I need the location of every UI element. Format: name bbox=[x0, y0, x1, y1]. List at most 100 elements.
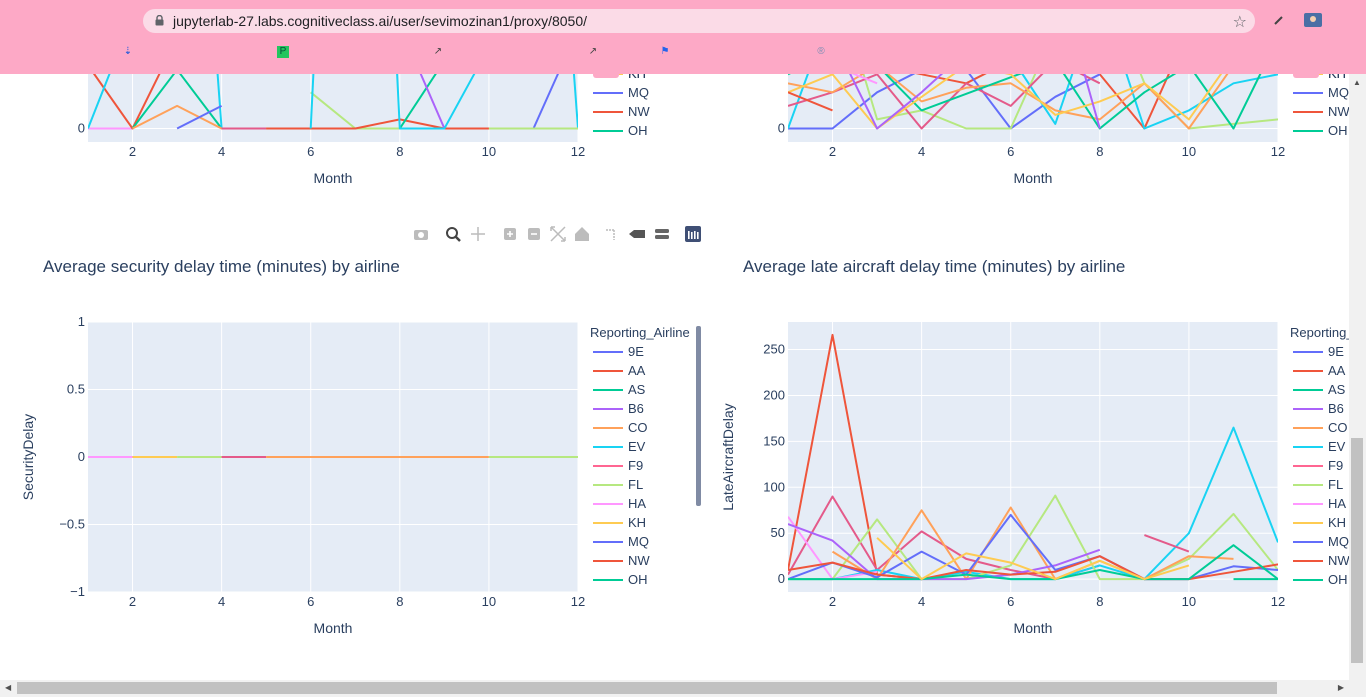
x-tick-label: 6 bbox=[307, 144, 314, 159]
extension-pen-icon[interactable] bbox=[1272, 13, 1286, 27]
legend-item-nw[interactable]: NW bbox=[593, 104, 650, 119]
bookmark-download-icon[interactable]: ⇣ bbox=[123, 46, 133, 57]
legend-item-nw[interactable]: NW bbox=[1293, 104, 1350, 119]
pan-icon[interactable] bbox=[471, 227, 485, 241]
legend-item-mq[interactable]: MQ bbox=[1293, 534, 1349, 549]
legend-item-9e[interactable]: 9E bbox=[1293, 344, 1344, 359]
plot-area[interactable] bbox=[788, 322, 1278, 592]
series-line-F9[interactable] bbox=[1144, 534, 1190, 553]
legend-item-oh[interactable]: OH bbox=[593, 123, 648, 138]
y-tick-label: −1 bbox=[70, 584, 85, 599]
x-axis-label: Month bbox=[1014, 170, 1053, 186]
zoom-out-icon[interactable] bbox=[528, 228, 540, 240]
legend-item-nw[interactable]: NW bbox=[1293, 553, 1350, 568]
legend-item-oh[interactable]: OH bbox=[593, 572, 648, 587]
hover-closest-icon[interactable] bbox=[629, 230, 645, 238]
legend-item-f9[interactable]: F9 bbox=[593, 458, 643, 473]
legend-item-b6[interactable]: B6 bbox=[1293, 401, 1344, 416]
bookmark-r-icon[interactable]: ® bbox=[817, 46, 825, 57]
series-line-KH[interactable] bbox=[876, 537, 1190, 581]
x-axis-label: Month bbox=[314, 620, 353, 636]
legend-item-ha[interactable]: HA bbox=[1293, 496, 1346, 511]
legend-item-kh[interactable]: KH bbox=[1293, 515, 1346, 530]
y-tick-label: 150 bbox=[763, 433, 785, 448]
chart-bottom-right: 2 4 6 8 10 12 0 50 100 150 200 250 Month LateAircraft… bbox=[720, 257, 1354, 636]
legend-label: NW bbox=[628, 104, 650, 119]
vertical-scrollbar[interactable]: ▲ bbox=[1349, 74, 1366, 680]
bookmark-star-icon[interactable]: ☆ bbox=[1232, 14, 1247, 31]
plotly-logo-icon[interactable] bbox=[685, 226, 701, 242]
legend-item-ev[interactable]: EV bbox=[593, 439, 646, 454]
legend-item-aa[interactable]: AA bbox=[593, 363, 646, 378]
legend-item-as[interactable]: AS bbox=[1293, 382, 1346, 397]
legend-item-co[interactable]: CO bbox=[1293, 420, 1348, 435]
series-line-B6[interactable] bbox=[788, 523, 1101, 581]
legend-item-b6[interactable]: B6 bbox=[593, 401, 644, 416]
spike-lines-icon[interactable] bbox=[606, 229, 615, 240]
legend-item-ev[interactable]: EV bbox=[1293, 439, 1346, 454]
legend-item-aa[interactable]: AA bbox=[1293, 363, 1346, 378]
series-line-AA[interactable] bbox=[788, 91, 833, 112]
legend-label: CO bbox=[628, 420, 648, 435]
legend-label: NW bbox=[1328, 553, 1350, 568]
legend-item-mq[interactable]: MQ bbox=[593, 534, 649, 549]
address-bar[interactable]: jupyterlab-27.labs.cognitiveclass.ai/use… bbox=[143, 9, 1255, 33]
chart-bottom-left: 2 4 6 8 10 12 −1 −0.5 0 0.5 1 Month SecurityDelay Ave… bbox=[20, 257, 690, 636]
scroll-left-icon[interactable]: ◀ bbox=[5, 683, 12, 692]
x-tick-label: 10 bbox=[482, 594, 496, 609]
x-tick-label: 6 bbox=[307, 594, 314, 609]
series-line-FL[interactable] bbox=[788, 0, 1278, 130]
legend[interactable]: Reporting_Airline 9E AA AS B6 CO EV F9 FL HA KH MQ N… bbox=[590, 325, 690, 587]
legend-item-co[interactable]: CO bbox=[593, 420, 648, 435]
legend-item-fl[interactable]: FL bbox=[1293, 477, 1343, 492]
camera-icon[interactable] bbox=[414, 230, 428, 240]
series-line-KH[interactable] bbox=[788, 55, 1235, 130]
legend-label: B6 bbox=[628, 401, 644, 416]
zoom-icon[interactable] bbox=[446, 227, 461, 242]
scroll-up-icon[interactable]: ▲ bbox=[1353, 78, 1361, 87]
legend-item-f9[interactable]: F9 bbox=[1293, 458, 1343, 473]
legend-item-oh[interactable]: OH bbox=[1293, 572, 1348, 587]
series-line-OH[interactable] bbox=[788, 544, 1278, 581]
legend-item-mq[interactable]: MQ bbox=[593, 85, 649, 100]
series-line-NW[interactable] bbox=[788, 555, 1278, 581]
legend-label: OH bbox=[628, 572, 648, 587]
legend[interactable]: Reporting_ 9E AA AS B6 CO EV F9 FL HA KH MQ NW OH bbox=[1290, 325, 1354, 587]
hover-compare-icon[interactable] bbox=[655, 229, 669, 239]
legend-item-9e[interactable]: 9E bbox=[593, 344, 644, 359]
y-tick-label: 0 bbox=[778, 571, 785, 586]
bookmark-link-icon[interactable]: ↗ bbox=[588, 46, 598, 57]
x-tick-label: 8 bbox=[1096, 594, 1103, 609]
bookmark-pycharm-icon[interactable]: P bbox=[277, 46, 289, 58]
legend-item-kh[interactable]: KH bbox=[593, 515, 646, 530]
legend-label: OH bbox=[1328, 572, 1348, 587]
profile-avatar-icon[interactable] bbox=[1304, 13, 1322, 27]
scroll-right-icon[interactable]: ▶ bbox=[1337, 683, 1344, 692]
vertical-scroll-thumb[interactable] bbox=[1351, 438, 1363, 663]
legend-item-nw[interactable]: NW bbox=[593, 553, 650, 568]
legend-item-ha[interactable]: HA bbox=[593, 496, 646, 511]
legend-item-mq[interactable]: MQ bbox=[1293, 85, 1349, 100]
horizontal-scrollbar[interactable]: ◀ ▶ bbox=[0, 680, 1366, 697]
series-line-CO[interactable] bbox=[788, 64, 1235, 130]
legend-scrollbar[interactable] bbox=[696, 326, 701, 506]
zoom-in-icon[interactable] bbox=[504, 228, 516, 240]
x-tick-label: 8 bbox=[396, 594, 403, 609]
legend-label: KH bbox=[1328, 515, 1346, 530]
series-line-MQ[interactable] bbox=[176, 105, 223, 130]
bookmark-link-icon[interactable]: ↗ bbox=[433, 46, 443, 57]
legend-label: FL bbox=[628, 477, 643, 492]
legend-label: AA bbox=[628, 363, 646, 378]
bookmark-flag-icon[interactable]: ⚑ bbox=[660, 46, 670, 57]
horizontal-scroll-thumb[interactable] bbox=[17, 682, 1277, 694]
autoscale-icon[interactable] bbox=[550, 226, 566, 242]
legend-item-as[interactable]: AS bbox=[593, 382, 646, 397]
plot-modebar[interactable] bbox=[414, 226, 701, 242]
series-line-FL[interactable] bbox=[788, 494, 1278, 581]
legend-item-fl[interactable]: FL bbox=[593, 477, 643, 492]
legend-item-oh[interactable]: OH bbox=[1293, 123, 1348, 138]
x-tick-label: 2 bbox=[129, 594, 136, 609]
home-icon[interactable] bbox=[575, 227, 589, 241]
legend-label: F9 bbox=[628, 458, 643, 473]
